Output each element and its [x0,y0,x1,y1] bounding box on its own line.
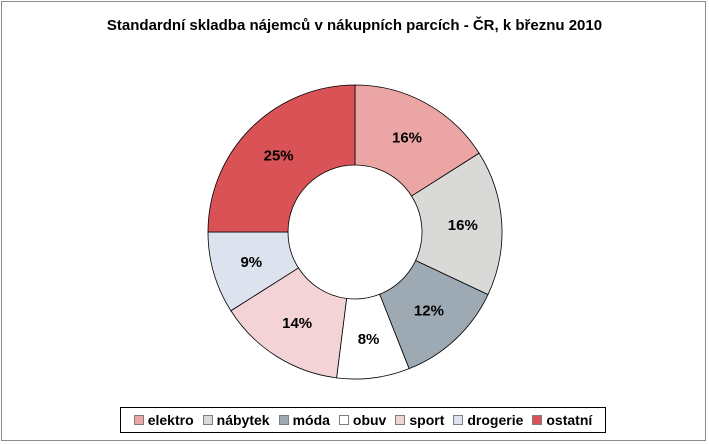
legend-item-nábytek: nábytek [202,412,270,428]
legend-swatch [395,415,406,425]
data-label-obuv: 8% [358,331,380,348]
legend-swatch [532,415,543,425]
legend-swatch [202,415,213,425]
data-label-nábytek: 16% [448,217,478,234]
data-label-drogerie: 9% [240,254,262,271]
legend-swatch [453,415,464,425]
legend-item-sport: sport [395,412,444,428]
legend-label: sport [409,412,445,428]
slice-nábytek [411,152,503,296]
data-label-elektro: 16% [392,129,422,146]
legend-item-ostatní: ostatní [532,412,592,428]
data-label-sport: 14% [282,315,312,332]
legend-label: ostatní [546,412,593,428]
slice-ostatní [207,84,356,233]
legend-swatch [278,415,289,425]
slice-elektro [354,84,480,197]
legend-swatch [338,415,349,425]
legend-swatch [133,415,144,425]
legend-item-móda: móda [278,412,330,428]
data-label-móda: 12% [414,303,444,320]
chart-title: Standardní skladba nájemců v nákupních p… [106,17,603,34]
legend-label: nábytek [216,412,270,428]
legend-label: elektro [147,412,194,428]
legend-label: obuv [352,412,387,428]
legend-item-elektro: elektro [133,412,194,428]
chart-legend: elektro nábytek móda obuv sport drogerie ostat… [120,407,606,433]
legend-label: móda [292,412,330,428]
legend-item-drogerie: drogerie [453,412,523,428]
legend-item-obuv: obuv [338,412,387,428]
legend-label: drogerie [467,412,524,428]
data-label-ostatní: 25% [264,148,294,165]
